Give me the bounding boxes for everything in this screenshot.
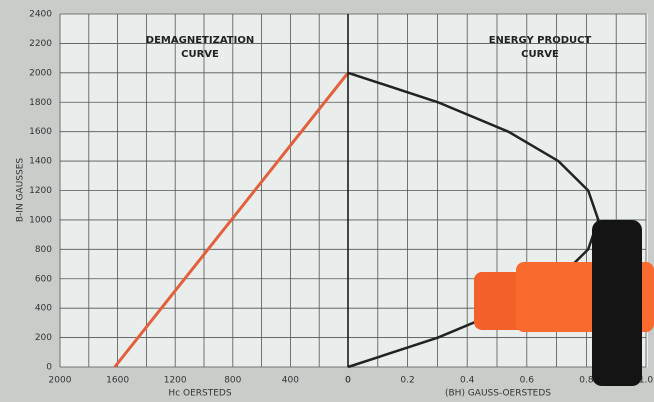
- x-tick-label: 0.8: [579, 376, 594, 386]
- y-tick-label: 2200: [29, 39, 52, 49]
- y-axis-label: B-IN GAUSSES: [16, 158, 26, 223]
- x-tick-label: 1.0: [639, 376, 654, 386]
- y-tick-label: 2000: [29, 68, 52, 78]
- y-tick-label: 200: [35, 333, 52, 343]
- x-tick-label: 0: [345, 376, 351, 386]
- x-tick-label: 400: [282, 376, 299, 386]
- x-tick-label: 0.4: [460, 376, 475, 386]
- x-tick-label: 0: [345, 376, 351, 386]
- y-tick-label: 600: [35, 274, 52, 284]
- x-tick-label: 2000: [49, 376, 72, 386]
- x-tick-label: 0.2: [400, 376, 414, 386]
- x-tick-label: 1600: [106, 376, 129, 386]
- chart-title: ENERGY PRODUCT: [489, 35, 592, 46]
- magnet-photo: [474, 220, 654, 386]
- y-tick-label: 1200: [29, 186, 52, 196]
- y-tick-label: 1000: [29, 215, 52, 225]
- y-tick-label: 1800: [29, 98, 52, 108]
- x-axis-label: Hc OERSTEDS: [168, 389, 231, 399]
- x-axis-label: (BH) GAUSS-OERSTEDS: [445, 389, 551, 399]
- y-tick-label: 400: [35, 304, 52, 314]
- y-tick-label: 1400: [29, 157, 52, 167]
- magnet-ring: [592, 220, 642, 386]
- x-tick-label: 800: [224, 376, 241, 386]
- data-line: [113, 71, 350, 368]
- y-tick-label: 2400: [29, 10, 52, 20]
- y-tick-label: 0: [46, 363, 52, 373]
- chart-title: CURVE: [181, 49, 219, 60]
- x-tick-label: 1200: [164, 376, 187, 386]
- x-tick-label: 0.6: [520, 376, 535, 386]
- y-tick-label: 1600: [29, 127, 52, 137]
- chart-title: CURVE: [521, 49, 559, 60]
- y-tick-label: 800: [35, 245, 52, 255]
- chart-title: DEMAGNETIZATION: [146, 35, 254, 46]
